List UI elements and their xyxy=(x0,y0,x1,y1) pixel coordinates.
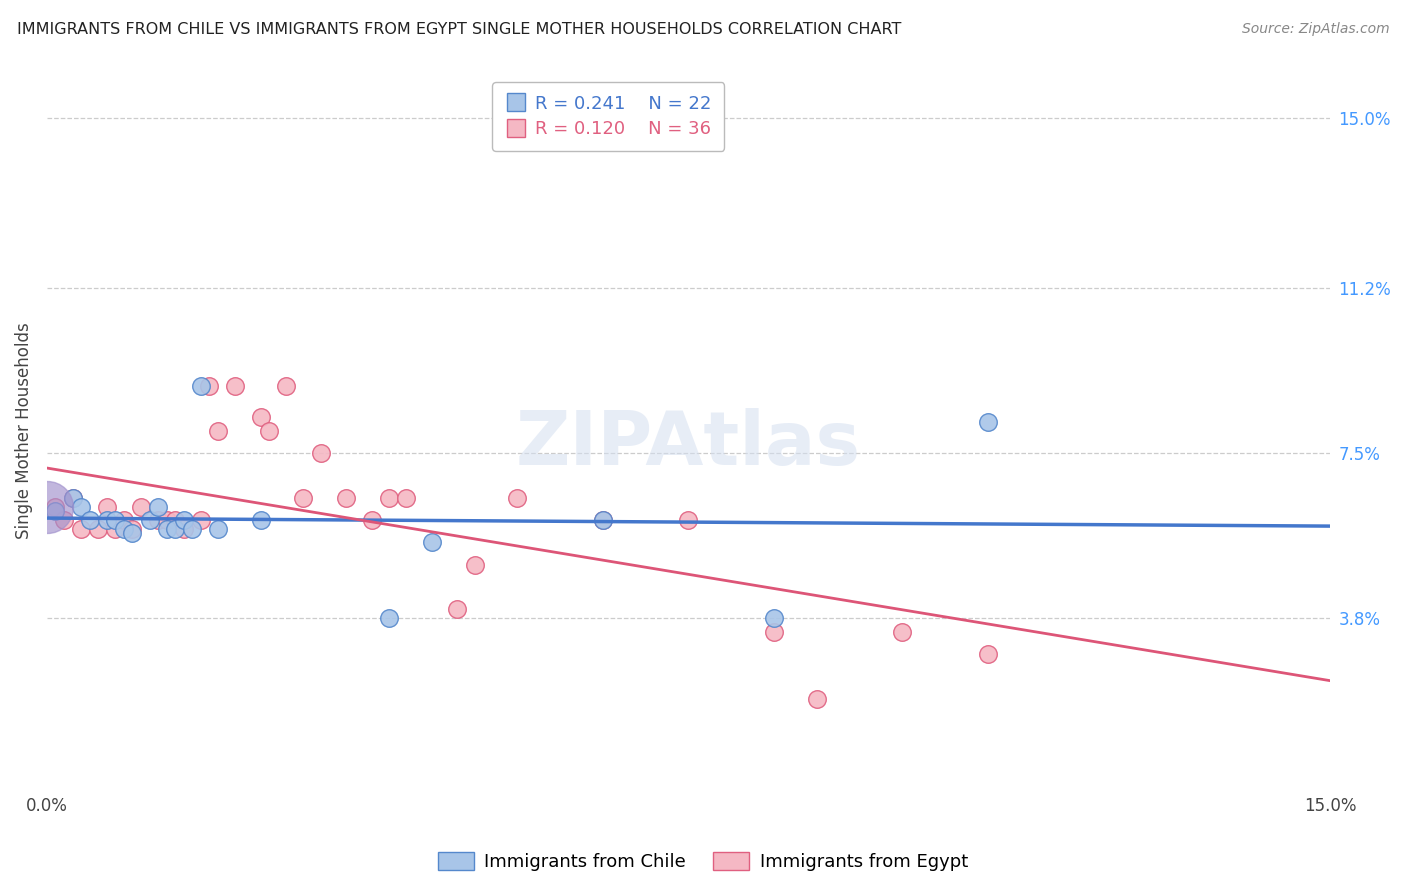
Point xyxy=(104,513,127,527)
Legend: Immigrants from Chile, Immigrants from Egypt: Immigrants from Chile, Immigrants from E… xyxy=(430,845,976,879)
Point xyxy=(190,379,212,393)
Point xyxy=(378,491,401,505)
Point xyxy=(276,379,298,393)
Point xyxy=(249,410,271,425)
Point xyxy=(104,522,127,536)
Point xyxy=(207,424,229,438)
Point xyxy=(70,500,93,514)
Point xyxy=(361,513,384,527)
Point xyxy=(259,424,281,438)
Point xyxy=(395,491,418,505)
Point xyxy=(173,513,195,527)
Point xyxy=(173,522,195,536)
Legend: R = 0.241    N = 22, R = 0.120    N = 36: R = 0.241 N = 22, R = 0.120 N = 36 xyxy=(492,82,724,151)
Point xyxy=(156,522,179,536)
Point xyxy=(70,522,93,536)
Text: Source: ZipAtlas.com: Source: ZipAtlas.com xyxy=(1241,22,1389,37)
Point xyxy=(292,491,315,505)
Point xyxy=(446,602,468,616)
Point xyxy=(506,491,529,505)
Point xyxy=(156,513,179,527)
Point xyxy=(678,513,700,527)
Point xyxy=(79,513,101,527)
Point xyxy=(762,624,785,639)
Point xyxy=(121,526,143,541)
Point xyxy=(87,522,110,536)
Y-axis label: Single Mother Households: Single Mother Households xyxy=(15,322,32,539)
Text: IMMIGRANTS FROM CHILE VS IMMIGRANTS FROM EGYPT SINGLE MOTHER HOUSEHOLDS CORRELAT: IMMIGRANTS FROM CHILE VS IMMIGRANTS FROM… xyxy=(17,22,901,37)
Point xyxy=(165,522,187,536)
Point xyxy=(181,522,204,536)
Point xyxy=(891,624,914,639)
Point xyxy=(249,513,271,527)
Point xyxy=(62,491,84,505)
Point xyxy=(309,446,332,460)
Point xyxy=(977,415,1000,429)
Point xyxy=(146,513,169,527)
Point xyxy=(112,522,135,536)
Point xyxy=(464,558,486,572)
Point xyxy=(335,491,357,505)
Point xyxy=(592,513,614,527)
Point xyxy=(977,647,1000,661)
Point xyxy=(112,513,135,527)
Point xyxy=(62,491,84,505)
Point xyxy=(207,522,229,536)
Point xyxy=(96,513,118,527)
Point xyxy=(190,513,212,527)
Point xyxy=(592,513,614,527)
Point xyxy=(129,500,152,514)
Point xyxy=(146,500,169,514)
Point xyxy=(96,500,118,514)
Point xyxy=(420,535,443,549)
Point xyxy=(165,513,187,527)
Point xyxy=(44,504,66,518)
Point xyxy=(35,500,58,514)
Point xyxy=(121,522,143,536)
Point xyxy=(762,611,785,625)
Point xyxy=(138,513,160,527)
Text: ZIPAtlas: ZIPAtlas xyxy=(516,409,860,482)
Point xyxy=(378,611,401,625)
Point xyxy=(198,379,221,393)
Point xyxy=(224,379,246,393)
Point xyxy=(53,513,76,527)
Point xyxy=(44,500,66,514)
Point xyxy=(806,691,828,706)
